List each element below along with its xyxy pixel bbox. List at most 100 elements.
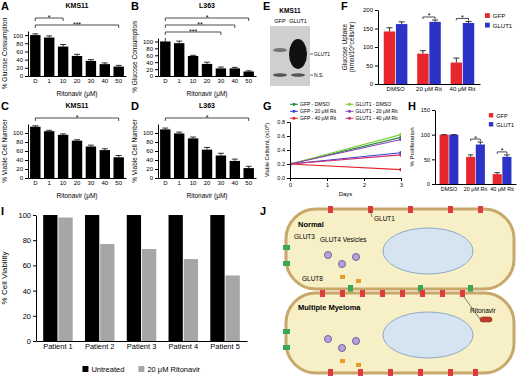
y-tick-mark <box>25 43 28 44</box>
plot: 050100150DMSO20 μM Rit40 μM Rit** <box>421 107 517 192</box>
y-tick-label: 40 <box>23 287 31 296</box>
error-bar-cap <box>218 67 224 68</box>
y-tick: 40 <box>146 60 158 66</box>
bar <box>466 157 475 184</box>
bar <box>463 23 474 84</box>
panel: 020406080100D11020304050CKMS11Ritonavir … <box>1 100 127 200</box>
diagram-label: GLUT8 <box>302 275 323 282</box>
y-axis-title: % Viable Cell Number <box>1 118 8 182</box>
chart-title: KMS11 <box>66 2 89 9</box>
x-axis: D11020304050 <box>159 76 257 84</box>
y-tick-mark <box>287 178 290 179</box>
y-tick: 0 <box>20 73 28 79</box>
blot-band <box>289 39 307 69</box>
x-axis-title: Ritonavir (μM) <box>57 192 98 200</box>
y-tick-label: 100 <box>363 44 374 50</box>
y-tick-mark <box>25 151 28 152</box>
x-tick: 50 <box>245 76 252 84</box>
error-bar-cap <box>420 50 426 51</box>
error-bar-stem <box>422 51 423 54</box>
bar <box>174 43 184 76</box>
y-axis: 050100150 <box>421 107 436 187</box>
bar <box>174 133 184 178</box>
error-bar <box>468 155 473 157</box>
vesicle-icon <box>353 338 360 345</box>
error-bar-cap <box>32 125 38 126</box>
x-tick-label: 50 <box>245 78 252 84</box>
x-tick-label: 10 <box>190 180 197 186</box>
x-tick: 1 <box>326 178 329 188</box>
y-tick-mark <box>155 55 158 56</box>
x-tick: 1 <box>48 178 52 186</box>
x-tick: 30 <box>88 76 95 84</box>
y-tick: 60 <box>23 261 36 270</box>
y-tick: 20 <box>146 166 158 172</box>
panel-label: I <box>1 205 4 217</box>
y-tick-label: 0 <box>27 337 31 346</box>
transporter-icon <box>320 290 325 297</box>
y-tick-label: 50 <box>424 157 430 163</box>
line <box>290 164 401 170</box>
bar <box>113 157 123 178</box>
transporter-icon <box>283 245 290 250</box>
transporter-icon <box>360 290 365 297</box>
y-axis: 050100150200 <box>363 7 379 87</box>
x-axis-line <box>436 184 517 185</box>
x-axis-line <box>29 76 127 77</box>
error-bar-cap <box>190 137 196 138</box>
x-tick: D <box>163 178 168 186</box>
legend: Untreated20 μM Ritonavir <box>82 365 200 374</box>
band-label: N.S. <box>314 72 324 78</box>
x-tick: 20 <box>204 178 211 186</box>
x-tick-mark <box>327 178 328 181</box>
error-bar <box>246 70 252 72</box>
x-tick-label: D <box>33 180 38 186</box>
x-tick-label: DMSO <box>441 186 458 192</box>
y-tick-label: 20 <box>16 166 23 172</box>
legend-label: GLUT1 - DMSO <box>356 101 392 107</box>
y-tick-label: 60 <box>16 49 23 55</box>
error-bar-cap <box>162 128 168 129</box>
significance-label: *** <box>189 28 197 35</box>
y-tick-label: 20 <box>16 65 23 71</box>
y-tick-label: 0 <box>427 181 430 187</box>
error-bar-stem <box>389 28 390 32</box>
x-tick: 2 <box>363 178 366 188</box>
y-tick: 0.4 <box>277 147 290 153</box>
y-tick-label: 40 <box>146 157 153 163</box>
bar <box>127 215 141 341</box>
y-axis: 020406080100 <box>13 125 29 182</box>
plot: 020406080100D11020304050 <box>13 125 127 187</box>
bar <box>113 67 123 76</box>
x-tick-label: 30 <box>218 78 225 84</box>
x-tick-label: 10 <box>60 180 67 186</box>
y-tick: 80 <box>16 139 28 145</box>
legend-item: GLUT1 <box>485 23 513 29</box>
panel: 020406080100D11020304050AKMS11Ritonavir … <box>1 0 127 98</box>
panel-label: A <box>1 0 9 12</box>
error-bar <box>432 20 438 22</box>
error-bar-cap <box>468 154 473 155</box>
vesicle-icon <box>339 345 346 352</box>
y-tick: 50 <box>424 157 435 163</box>
error-bar <box>218 153 224 155</box>
x-tick-label: 40 <box>101 78 108 84</box>
y-tick-mark <box>375 10 378 11</box>
y-tick-mark <box>432 184 435 185</box>
y-axis: 0.00.20.40.60.8 <box>277 119 290 181</box>
y-tick-label: 80 <box>146 46 153 52</box>
x-tick: 30 <box>218 76 225 84</box>
y-tick-label: 0 <box>370 81 374 87</box>
transporter-icon <box>448 369 453 376</box>
error-bar <box>420 51 426 54</box>
chart-title: L363 <box>199 2 215 9</box>
band-pointer <box>310 54 313 55</box>
error-bar-cap <box>46 130 52 131</box>
legend-label: GFP - DMSO <box>300 101 330 107</box>
bar <box>142 249 156 341</box>
line <box>290 140 401 165</box>
y-tick-mark <box>155 169 158 170</box>
transporter-icon <box>440 290 445 297</box>
legend-item: GLUT1 <box>489 122 514 128</box>
x-axis: D11020304050 <box>159 178 257 186</box>
